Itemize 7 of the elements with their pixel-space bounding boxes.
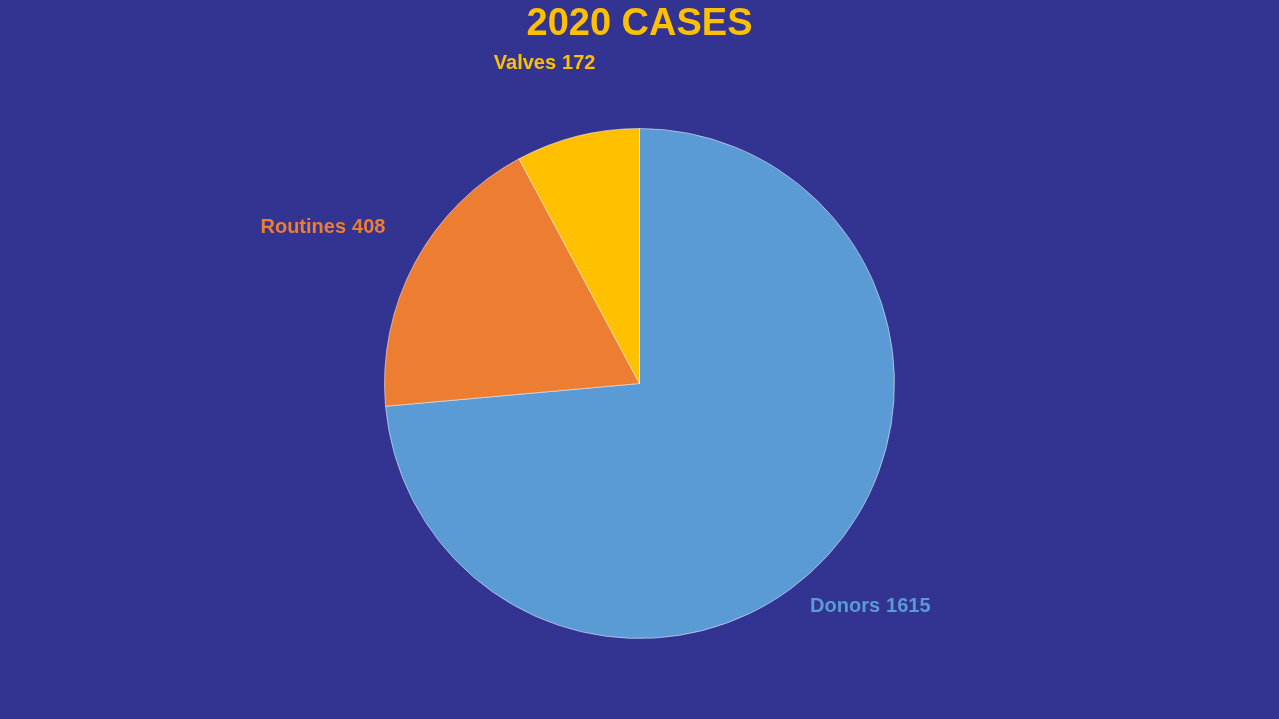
- data-label: 172: [562, 51, 596, 74]
- slice-label: Valves: [493, 51, 557, 74]
- data-label: 408: [352, 214, 386, 237]
- slice-label: Donors: [810, 594, 881, 617]
- data-label: 1615: [886, 594, 931, 617]
- chart-title: 2020 CASES: [526, 1, 753, 44]
- slice-label: Routines: [260, 214, 347, 237]
